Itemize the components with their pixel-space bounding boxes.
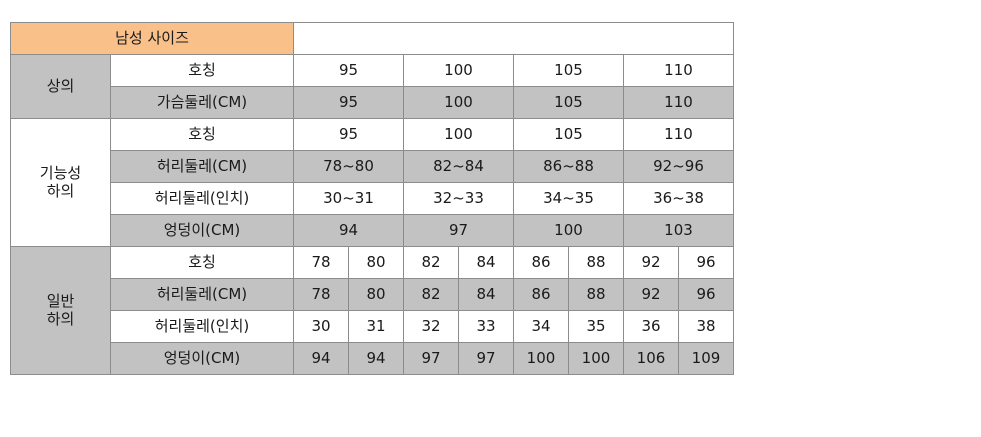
group-label-line-1: 일반 — [46, 292, 75, 311]
size-value-cell: 105 — [513, 54, 624, 87]
size-value-cell: 110 — [623, 54, 734, 87]
size-value-cell: 36~38 — [623, 182, 734, 215]
size-value-cell: 82 — [403, 246, 459, 279]
size-value-cell: 32 — [403, 310, 459, 343]
measurement-label: 허리둘레(인치) — [110, 182, 294, 215]
size-value-cell: 105 — [513, 86, 624, 119]
size-value-cell: 95 — [293, 86, 404, 119]
group-label-cell: 기능성 하의 — [10, 118, 111, 247]
size-value-cell: 105 — [513, 118, 624, 151]
page-title: 남성 사이즈 — [10, 22, 294, 55]
group-label-cell: 상의 — [10, 54, 111, 119]
size-value-cell: 103 — [623, 214, 734, 247]
size-value-cell: 97 — [403, 214, 514, 247]
table-row: 상의 호칭 95 100 105 110 — [10, 54, 734, 119]
size-chart-container: 남성 사이즈 상의 호칭 95 100 105 110 가슴둘레(CM) 95 100 105 110… — [10, 22, 734, 375]
group-label-cell: 일반 하의 — [10, 246, 111, 375]
measurement-label: 호칭 — [110, 118, 294, 151]
measurement-label: 허리둘레(인치) — [110, 310, 294, 343]
measurement-label: 호칭 — [110, 54, 294, 87]
size-value-cell: 33 — [458, 310, 514, 343]
size-value-cell: 97 — [403, 342, 459, 375]
size-value-cell: 92~96 — [623, 150, 734, 183]
size-value-cell: 88 — [568, 278, 624, 311]
table-row: 엉덩이(CM) 94 94 97 97 100 100 106 109 — [11, 342, 734, 375]
size-value-cell: 96 — [678, 246, 734, 279]
size-value-cell: 30~31 — [293, 182, 404, 215]
size-value-cell: 97 — [458, 342, 514, 375]
table-row: 엉덩이(CM) 94 97 100 103 — [11, 214, 734, 247]
group-label-line-2: 하의 — [46, 181, 75, 200]
size-value-cell: 84 — [458, 278, 514, 311]
size-value-cell: 100 — [513, 342, 569, 375]
size-value-cell: 110 — [623, 86, 734, 119]
size-value-cell: 94 — [293, 214, 404, 247]
size-value-cell: 100 — [403, 118, 514, 151]
measurement-label: 허리둘레(CM) — [110, 278, 294, 311]
size-value-cell: 100 — [568, 342, 624, 375]
table-row: 허리둘레(CM) 78~80 82~84 86~88 92~96 — [11, 150, 734, 183]
table-title-row: 남성 사이즈 — [10, 22, 734, 55]
size-value-cell: 80 — [348, 246, 404, 279]
size-value-cell: 100 — [403, 86, 514, 119]
size-value-cell: 32~33 — [403, 182, 514, 215]
size-value-cell: 34 — [513, 310, 569, 343]
size-value-cell: 82~84 — [403, 150, 514, 183]
mens-size-table: 남성 사이즈 상의 호칭 95 100 105 110 가슴둘레(CM) 95 100 105 110… — [10, 22, 734, 375]
size-value-cell: 78 — [293, 278, 349, 311]
size-value-cell: 80 — [348, 278, 404, 311]
measurement-label: 허리둘레(CM) — [110, 150, 294, 183]
size-value-cell: 78 — [293, 246, 349, 279]
size-value-cell: 100 — [403, 54, 514, 87]
measurement-label: 가슴둘레(CM) — [110, 86, 294, 119]
measurement-label: 엉덩이(CM) — [110, 214, 294, 247]
size-value-cell: 30 — [293, 310, 349, 343]
size-value-cell: 106 — [623, 342, 679, 375]
size-value-cell: 86 — [513, 246, 569, 279]
size-value-cell: 84 — [458, 246, 514, 279]
size-value-cell: 96 — [678, 278, 734, 311]
table-row: 허리둘레(인치) 30~31 32~33 34~35 36~38 — [11, 182, 734, 215]
table-row: 허리둘레(CM) 78 80 82 84 86 88 92 96 — [11, 278, 734, 311]
group-label-line-1: 기능성 — [39, 164, 82, 183]
size-value-cell: 94 — [293, 342, 349, 375]
size-value-cell: 31 — [348, 310, 404, 343]
size-value-cell: 110 — [623, 118, 734, 151]
table-row: 허리둘레(인치) 30 31 32 33 34 35 36 38 — [11, 310, 734, 343]
table-row: 기능성 하의 호칭 95 100 105 110 — [10, 118, 734, 247]
size-value-cell: 94 — [348, 342, 404, 375]
size-value-cell: 78~80 — [293, 150, 404, 183]
size-value-cell: 92 — [623, 278, 679, 311]
size-value-cell: 36 — [623, 310, 679, 343]
size-value-cell: 95 — [293, 54, 404, 87]
title-row-spacer — [293, 22, 734, 55]
size-value-cell: 35 — [568, 310, 624, 343]
size-value-cell: 38 — [678, 310, 734, 343]
size-value-cell: 86 — [513, 278, 569, 311]
size-value-cell: 34~35 — [513, 182, 624, 215]
measurement-label: 엉덩이(CM) — [110, 342, 294, 375]
size-value-cell: 82 — [403, 278, 459, 311]
size-value-cell: 109 — [678, 342, 734, 375]
size-value-cell: 88 — [568, 246, 624, 279]
measurement-label: 호칭 — [110, 246, 294, 279]
table-row: 일반 하의 호칭 78 80 82 84 86 88 92 96 — [10, 246, 734, 375]
size-value-cell: 100 — [513, 214, 624, 247]
size-value-cell: 95 — [293, 118, 404, 151]
table-row: 가슴둘레(CM) 95 100 105 110 — [11, 86, 734, 119]
group-label-line-2: 하의 — [46, 309, 75, 328]
size-value-cell: 86~88 — [513, 150, 624, 183]
size-value-cell: 92 — [623, 246, 679, 279]
